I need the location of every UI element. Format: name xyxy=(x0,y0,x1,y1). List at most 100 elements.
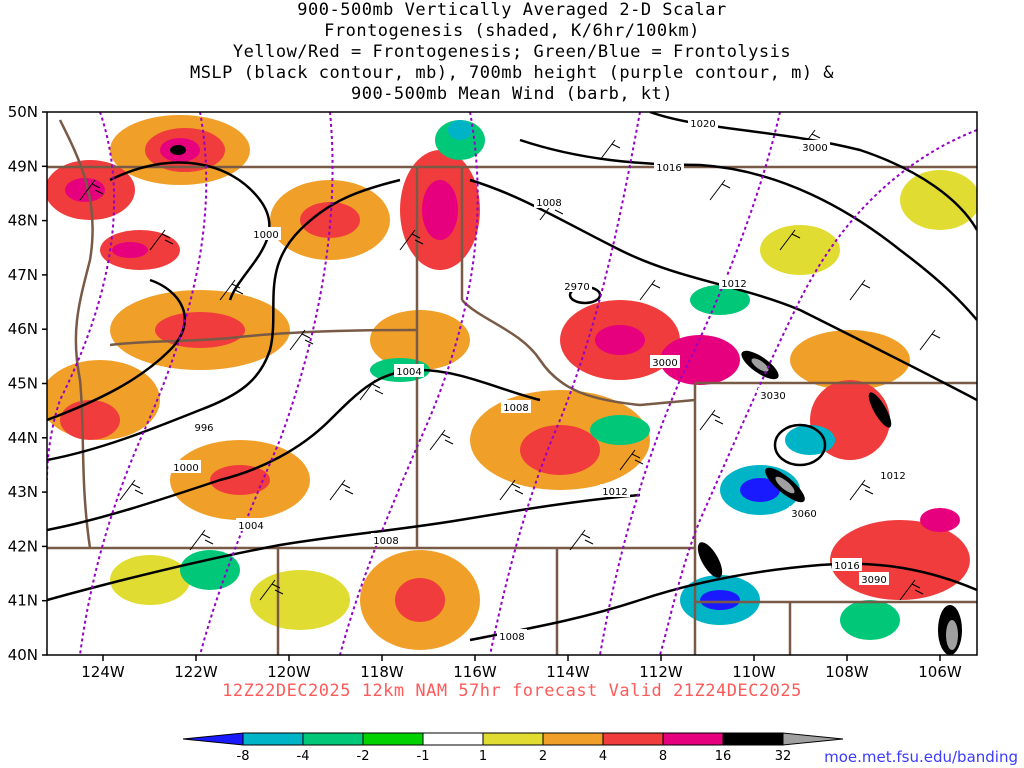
lat-tick-label: 49N xyxy=(8,157,38,175)
height-label: 3000 xyxy=(650,355,680,369)
svg-text:1012: 1012 xyxy=(721,279,746,290)
chart-title: 900-500mb Vertically Averaged 2-D Scalar… xyxy=(0,0,1024,105)
colorbar-label: -1 xyxy=(417,749,430,764)
colorbar-segment xyxy=(482,732,544,746)
svg-text:1016: 1016 xyxy=(656,163,681,174)
title-line-3: Yellow/Red = Frontogenesis; Green/Blue =… xyxy=(232,42,792,62)
lon-tick-label: 118W xyxy=(360,663,404,681)
colorbar-segment xyxy=(662,732,724,746)
lat-tick-label: 44N xyxy=(8,429,38,447)
colorbar-label: 32 xyxy=(775,749,792,764)
mslp-label: 1000 xyxy=(251,227,281,241)
mslp-label: 1008 xyxy=(501,400,531,414)
colorbar-segment xyxy=(722,732,784,746)
mslp-label: 1004 xyxy=(236,518,266,532)
mslp-label: 996 xyxy=(192,420,216,434)
title-line-2: Frontogenesis (shaded, K/6hr/100km) xyxy=(324,21,700,41)
svg-text:1016: 1016 xyxy=(834,561,859,572)
lon-tick-label: 110W xyxy=(732,663,776,681)
height-label: 3000 xyxy=(800,140,830,154)
svg-text:3030: 3030 xyxy=(760,391,785,402)
title-line-5: 900-500mb Mean Wind (barb, kt) xyxy=(350,84,674,104)
svg-text:1008: 1008 xyxy=(499,632,524,643)
mslp-label: 1016 xyxy=(832,558,862,572)
mslp-label: 1008 xyxy=(534,195,564,209)
colorbar-segment xyxy=(782,732,844,746)
svg-text:1004: 1004 xyxy=(238,521,263,532)
svg-text:1000: 1000 xyxy=(173,463,198,474)
lon-tick-label: 108W xyxy=(825,663,869,681)
svg-text:2970: 2970 xyxy=(564,282,589,293)
svg-text:996: 996 xyxy=(194,423,213,434)
svg-text:1012: 1012 xyxy=(602,487,627,498)
lat-tick-label: 47N xyxy=(8,266,38,284)
lon-tick-label: 114W xyxy=(546,663,590,681)
mslp-label: 1012 xyxy=(878,468,908,482)
colorbar-segment xyxy=(182,732,244,746)
svg-text:1004: 1004 xyxy=(396,367,421,378)
colorbar-segment xyxy=(242,732,304,746)
lat-tick-label: 43N xyxy=(8,483,38,501)
colorbar-label: -8 xyxy=(237,749,250,764)
svg-text:1000: 1000 xyxy=(253,230,278,241)
svg-text:1012: 1012 xyxy=(880,471,905,482)
colorbar-label: -4 xyxy=(297,749,310,764)
mslp-label: 1016 xyxy=(654,160,684,174)
height-contours xyxy=(47,112,977,655)
colorbar-label: -2 xyxy=(357,749,370,764)
lat-tick-label: 41N xyxy=(8,592,38,610)
longitude-axis: 124W 122W 120W 118W 116W 114W 112W 110W 108W 106W xyxy=(81,655,962,681)
lat-tick-label: 45N xyxy=(8,375,38,393)
colorbar-label: 1 xyxy=(479,749,487,764)
lon-tick-label: 112W xyxy=(639,663,683,681)
height-label: 3060 xyxy=(789,506,819,520)
svg-text:1020: 1020 xyxy=(690,119,715,130)
svg-text:3090: 3090 xyxy=(861,575,886,586)
title-line-1: 900-500mb Vertically Averaged 2-D Scalar xyxy=(297,0,727,20)
run-info: 12Z22DEC2025 12km NAM 57hr forecast Vali… xyxy=(222,681,802,701)
height-label: 3030 xyxy=(758,388,788,402)
mslp-labels: 1020 1016 1008 1012 1000 1004 1008 996 1… xyxy=(171,116,908,643)
colorbar-segment xyxy=(542,732,604,746)
state-borders xyxy=(47,119,977,655)
mslp-label: 1000 xyxy=(171,460,201,474)
colorbar-segment xyxy=(302,732,364,746)
svg-text:1008: 1008 xyxy=(536,198,561,209)
svg-text:3000: 3000 xyxy=(802,143,827,154)
lon-tick-label: 106W xyxy=(918,663,962,681)
height-labels: 3000 2970 3000 3030 3060 3090 xyxy=(562,140,889,586)
lat-tick-label: 46N xyxy=(8,320,38,338)
colorbar-label: 4 xyxy=(599,749,607,764)
svg-text:3000: 3000 xyxy=(652,358,677,369)
mslp-label: 1012 xyxy=(600,484,630,498)
lon-tick-label: 124W xyxy=(81,663,125,681)
mslp-label: 1008 xyxy=(371,533,401,547)
lon-tick-label: 116W xyxy=(453,663,497,681)
credit-link[interactable]: moe.met.fsu.edu/banding xyxy=(824,748,1018,766)
svg-text:1008: 1008 xyxy=(503,403,528,414)
colorbar-label: 2 xyxy=(539,749,547,764)
lat-tick-label: 50N xyxy=(8,103,38,121)
colorbar-segment xyxy=(602,732,664,746)
height-label: 3090 xyxy=(859,572,889,586)
latitude-axis: 50N 49N 48N 47N 46N 45N 44N 43N 42N 41N 40N xyxy=(8,103,47,664)
mslp-label: 1020 xyxy=(688,116,718,130)
colorbar-segment xyxy=(422,732,484,746)
svg-text:3060: 3060 xyxy=(791,509,816,520)
mslp-label: 1012 xyxy=(719,276,749,290)
colorbar: -8 -4 -2 -1 1 2 4 8 16 32 xyxy=(182,732,844,764)
colorbar-label: 8 xyxy=(659,749,667,764)
mslp-label: 1008 xyxy=(497,629,527,643)
lon-tick-label: 120W xyxy=(267,663,311,681)
height-label: 2970 xyxy=(562,279,592,293)
colorbar-label: 16 xyxy=(715,749,732,764)
mslp-label: 1004 xyxy=(394,364,424,378)
lat-tick-label: 48N xyxy=(8,212,38,230)
lat-tick-label: 40N xyxy=(8,646,38,664)
colorbar-segment xyxy=(362,732,424,746)
title-line-4: MSLP (black contour, mb), 700mb height (… xyxy=(189,63,835,83)
svg-text:1008: 1008 xyxy=(373,536,398,547)
lon-tick-label: 122W xyxy=(174,663,218,681)
map-field: 1020 1016 1008 1012 1000 1004 1008 996 1… xyxy=(47,112,977,655)
